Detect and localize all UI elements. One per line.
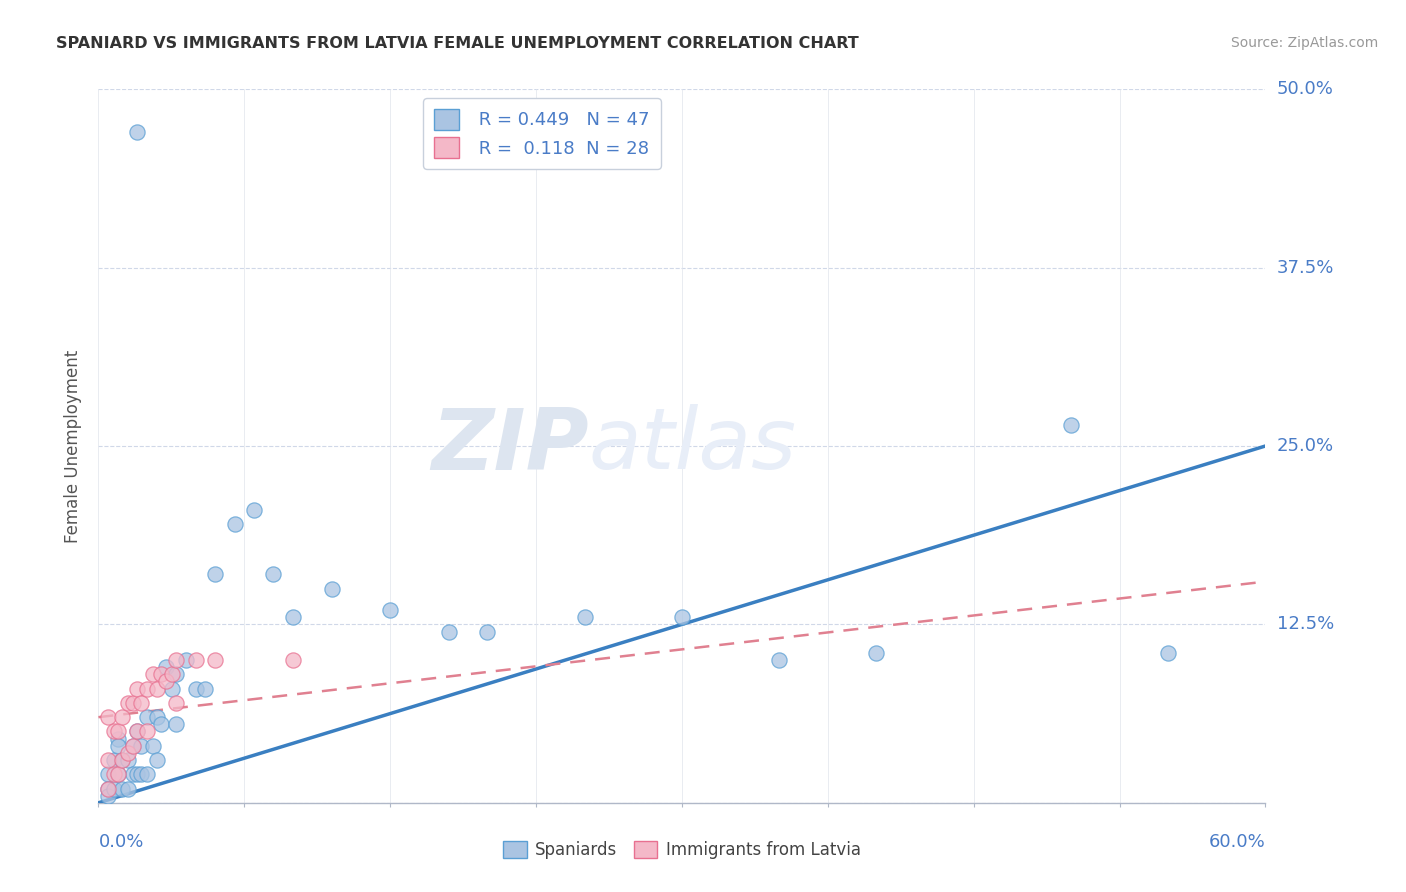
Point	[103, 767, 125, 781]
Point	[107, 731, 129, 746]
Point	[768, 653, 790, 667]
Point	[97, 767, 120, 781]
Point	[107, 724, 129, 739]
Point	[97, 710, 120, 724]
Point	[129, 767, 152, 781]
Text: 12.5%: 12.5%	[1277, 615, 1334, 633]
Point	[155, 660, 177, 674]
Point	[129, 739, 152, 753]
Point	[865, 646, 887, 660]
Point	[142, 667, 165, 681]
Point	[142, 739, 165, 753]
Point	[477, 624, 499, 639]
Point	[107, 767, 129, 781]
Point	[127, 724, 149, 739]
Point	[111, 753, 134, 767]
Point	[122, 739, 145, 753]
Point	[204, 567, 226, 582]
Point	[111, 710, 134, 724]
Point	[122, 767, 145, 781]
Point	[574, 610, 596, 624]
Point	[117, 753, 139, 767]
Point	[165, 717, 187, 731]
Point	[262, 567, 284, 582]
Point	[97, 781, 120, 796]
Text: 25.0%: 25.0%	[1277, 437, 1334, 455]
Point	[111, 753, 134, 767]
Point	[165, 696, 187, 710]
Point	[122, 739, 145, 753]
Point	[129, 696, 152, 710]
Point	[1060, 417, 1083, 432]
Point	[97, 789, 120, 803]
Text: SPANIARD VS IMMIGRANTS FROM LATVIA FEMALE UNEMPLOYMENT CORRELATION CHART: SPANIARD VS IMMIGRANTS FROM LATVIA FEMAL…	[56, 36, 859, 51]
Point	[174, 653, 197, 667]
Point	[103, 724, 125, 739]
Point	[437, 624, 460, 639]
Text: 0.0%: 0.0%	[98, 833, 143, 851]
Point	[117, 746, 139, 760]
Point	[107, 767, 129, 781]
Point	[107, 739, 129, 753]
Point	[149, 667, 172, 681]
Point	[103, 753, 125, 767]
Point	[136, 724, 159, 739]
Point	[224, 517, 246, 532]
Legend: Spaniards, Immigrants from Latvia: Spaniards, Immigrants from Latvia	[496, 834, 868, 866]
Point	[204, 653, 226, 667]
Point	[281, 653, 304, 667]
Point	[117, 696, 139, 710]
Point	[671, 610, 693, 624]
Point	[127, 767, 149, 781]
Point	[162, 681, 184, 696]
Point	[165, 667, 187, 681]
Point	[127, 125, 149, 139]
Point	[146, 710, 169, 724]
Point	[97, 781, 120, 796]
Point	[97, 753, 120, 767]
Text: atlas: atlas	[589, 404, 797, 488]
Point	[127, 681, 149, 696]
Point	[281, 610, 304, 624]
Y-axis label: Female Unemployment: Female Unemployment	[65, 350, 83, 542]
Point	[136, 767, 159, 781]
Text: Source: ZipAtlas.com: Source: ZipAtlas.com	[1230, 36, 1378, 50]
Point	[111, 781, 134, 796]
Text: 50.0%: 50.0%	[1277, 80, 1333, 98]
Point	[184, 681, 207, 696]
Point	[136, 681, 159, 696]
Point	[122, 696, 145, 710]
Point	[243, 503, 266, 517]
Point	[162, 667, 184, 681]
Text: ZIP: ZIP	[430, 404, 589, 488]
Point	[103, 781, 125, 796]
Text: 37.5%: 37.5%	[1277, 259, 1334, 277]
Point	[146, 753, 169, 767]
Point	[117, 781, 139, 796]
Point	[378, 603, 402, 617]
Point	[165, 653, 187, 667]
Point	[146, 681, 169, 696]
Point	[1157, 646, 1180, 660]
Point	[321, 582, 343, 596]
Point	[136, 710, 159, 724]
Point	[184, 653, 207, 667]
Point	[127, 724, 149, 739]
Text: 60.0%: 60.0%	[1209, 833, 1265, 851]
Point	[194, 681, 217, 696]
Point	[149, 717, 172, 731]
Point	[155, 674, 177, 689]
